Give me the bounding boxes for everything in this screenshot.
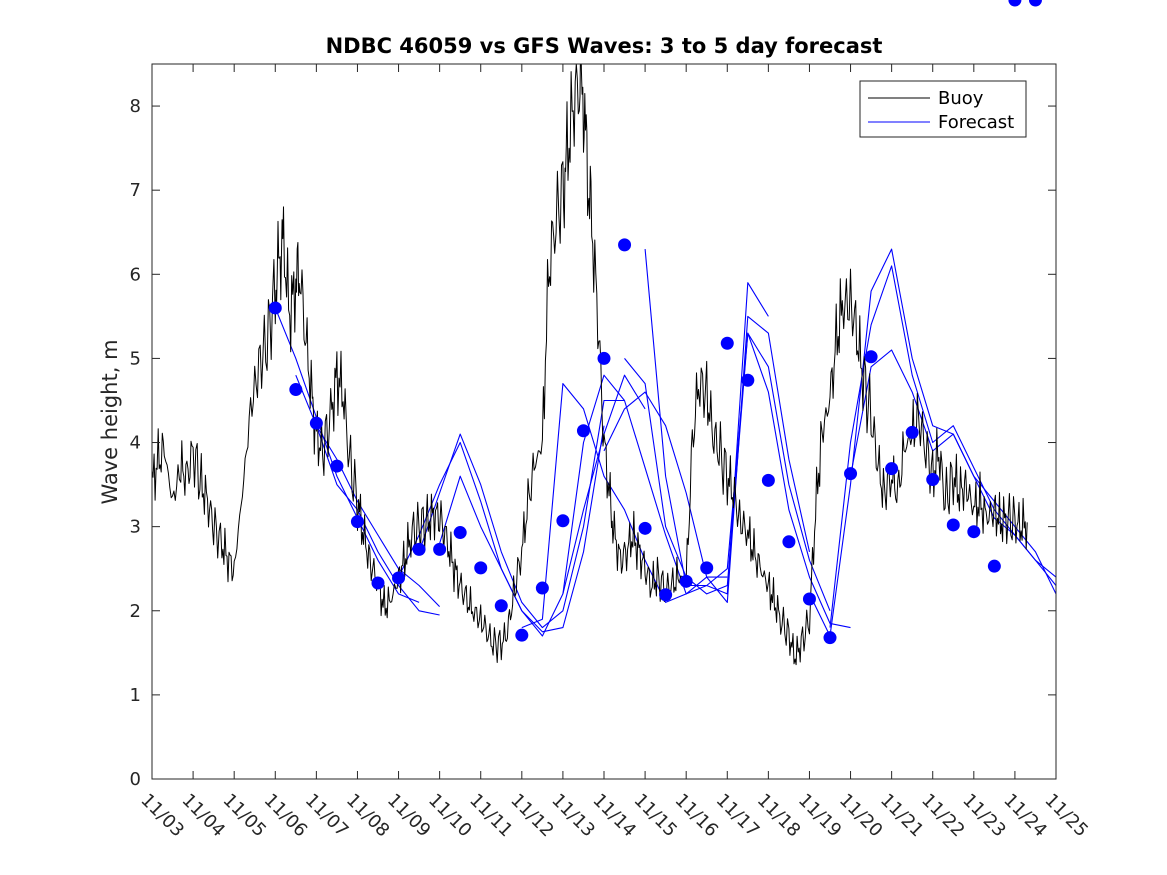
y-tick-label: 7 xyxy=(130,180,141,201)
forecast-marker xyxy=(597,351,611,365)
forecast-marker xyxy=(926,473,940,487)
forecast-marker xyxy=(309,416,323,430)
forecast-run-line xyxy=(295,374,440,607)
forecast-run-line xyxy=(603,315,811,603)
y-axis-label: Wave height, m xyxy=(98,339,122,504)
legend-box xyxy=(859,80,1027,138)
y-tick-label: 3 xyxy=(130,517,141,538)
forecast-marker xyxy=(535,581,549,595)
forecast-run-line xyxy=(624,332,831,612)
forecast-marker xyxy=(720,336,734,350)
forecast-marker xyxy=(782,535,796,549)
forecast-marker xyxy=(350,515,364,529)
forecast-marker xyxy=(618,238,632,252)
y-axis-ticks: 0 1 2 3 4 5 6 7 8 xyxy=(130,96,1056,790)
forecast-marker xyxy=(967,525,981,539)
forecast-marker xyxy=(268,301,282,315)
y-tick-label: 1 xyxy=(130,685,141,706)
forecast-marker xyxy=(330,459,344,473)
y-tick-label: 8 xyxy=(130,96,141,117)
forecast-run-line xyxy=(439,374,646,637)
chart-legend: Buoy Forecast xyxy=(859,80,1027,138)
forecast-markers xyxy=(268,0,1042,645)
chart-title: NDBC 46059 vs GFS Waves: 3 to 5 day fore… xyxy=(326,34,883,58)
forecast-marker xyxy=(474,561,488,575)
y-tick-label: 4 xyxy=(130,433,141,454)
forecast-marker xyxy=(946,518,960,532)
y-tick-label: 0 xyxy=(130,769,141,790)
forecast-marker xyxy=(453,526,467,540)
forecast-marker xyxy=(392,571,406,585)
forecast-marker xyxy=(371,576,385,590)
forecast-marker xyxy=(433,542,447,556)
forecast-marker xyxy=(1028,0,1042,7)
forecast-marker xyxy=(1008,0,1022,7)
forecast-marker xyxy=(864,350,878,364)
y-tick-label: 5 xyxy=(130,348,141,369)
forecast-marker xyxy=(987,559,1001,573)
forecast-marker xyxy=(494,599,508,613)
forecast-marker xyxy=(885,462,899,476)
forecast-marker xyxy=(679,574,693,588)
forecast-marker xyxy=(289,383,303,397)
forecast-marker xyxy=(576,424,590,438)
forecast-marker xyxy=(741,373,755,387)
forecast-marker xyxy=(823,631,837,645)
forecast-marker xyxy=(515,628,529,642)
forecast-marker xyxy=(659,588,673,602)
y-tick-label: 2 xyxy=(130,601,141,622)
forecast-marker xyxy=(638,521,652,535)
forecast-marker xyxy=(412,542,426,556)
forecast-marker xyxy=(802,592,816,606)
legend-buoy-label: Buoy xyxy=(938,88,984,109)
forecast-run-line xyxy=(521,383,728,629)
forecast-run-line xyxy=(644,249,851,629)
forecast-marker xyxy=(844,467,858,481)
forecast-run-line xyxy=(849,349,1056,578)
forecast-marker xyxy=(761,473,775,487)
plot-lines xyxy=(152,64,1056,666)
forecast-marker xyxy=(556,514,570,528)
y-tick-label: 6 xyxy=(130,264,141,285)
forecast-marker xyxy=(700,561,714,575)
forecast-marker xyxy=(905,425,919,439)
forecast-run-line xyxy=(315,425,440,616)
legend-forecast-label: Forecast xyxy=(938,112,1014,133)
buoy-line xyxy=(152,64,1028,666)
